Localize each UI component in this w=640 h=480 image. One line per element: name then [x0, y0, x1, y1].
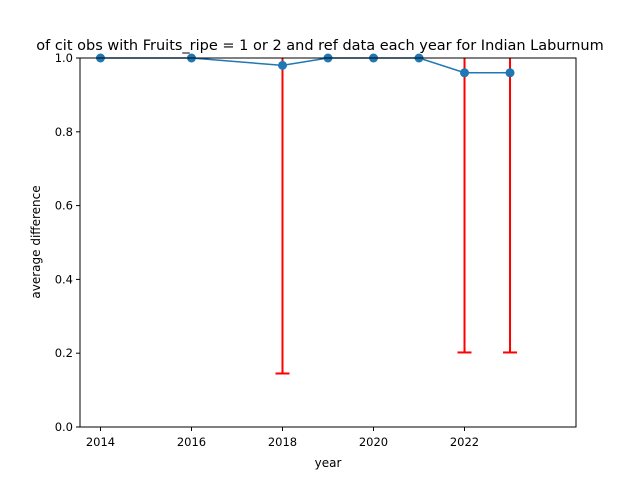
data-point: [505, 68, 515, 78]
error-bar: [457, 58, 472, 354]
error-bar: [503, 58, 518, 354]
y-tick-label: 0.6: [55, 199, 73, 213]
x-axis-ticks: 2014 2016 2018 2020 2022: [86, 427, 479, 449]
chart-title: of cit obs with Fruits_ripe = 1 or 2 and…: [36, 38, 604, 54]
data-point: [277, 60, 287, 70]
y-tick-label: 0.2: [55, 346, 73, 360]
y-axis-label: average difference: [29, 185, 43, 298]
x-tick-label: 2014: [86, 435, 115, 449]
series-line: [100, 57, 511, 74]
x-tick-label: 2020: [359, 435, 388, 449]
x-tick-label: 2022: [450, 435, 479, 449]
x-axis-label: year: [315, 456, 342, 470]
axes-frame: [79, 57, 577, 428]
y-tick-label: 0.8: [55, 125, 73, 139]
data-point: [460, 68, 470, 78]
y-tick-label: 0.0: [55, 420, 73, 434]
y-tick-label: 1.0: [55, 51, 73, 65]
x-tick-label: 2016: [177, 435, 206, 449]
y-tick-label: 0.4: [55, 272, 73, 286]
plot-area: [95, 53, 518, 375]
error-bar: [275, 58, 290, 375]
y-axis-ticks: 0.0 0.2 0.4 0.6 0.8 1.0: [55, 51, 80, 434]
x-tick-label: 2018: [268, 435, 297, 449]
